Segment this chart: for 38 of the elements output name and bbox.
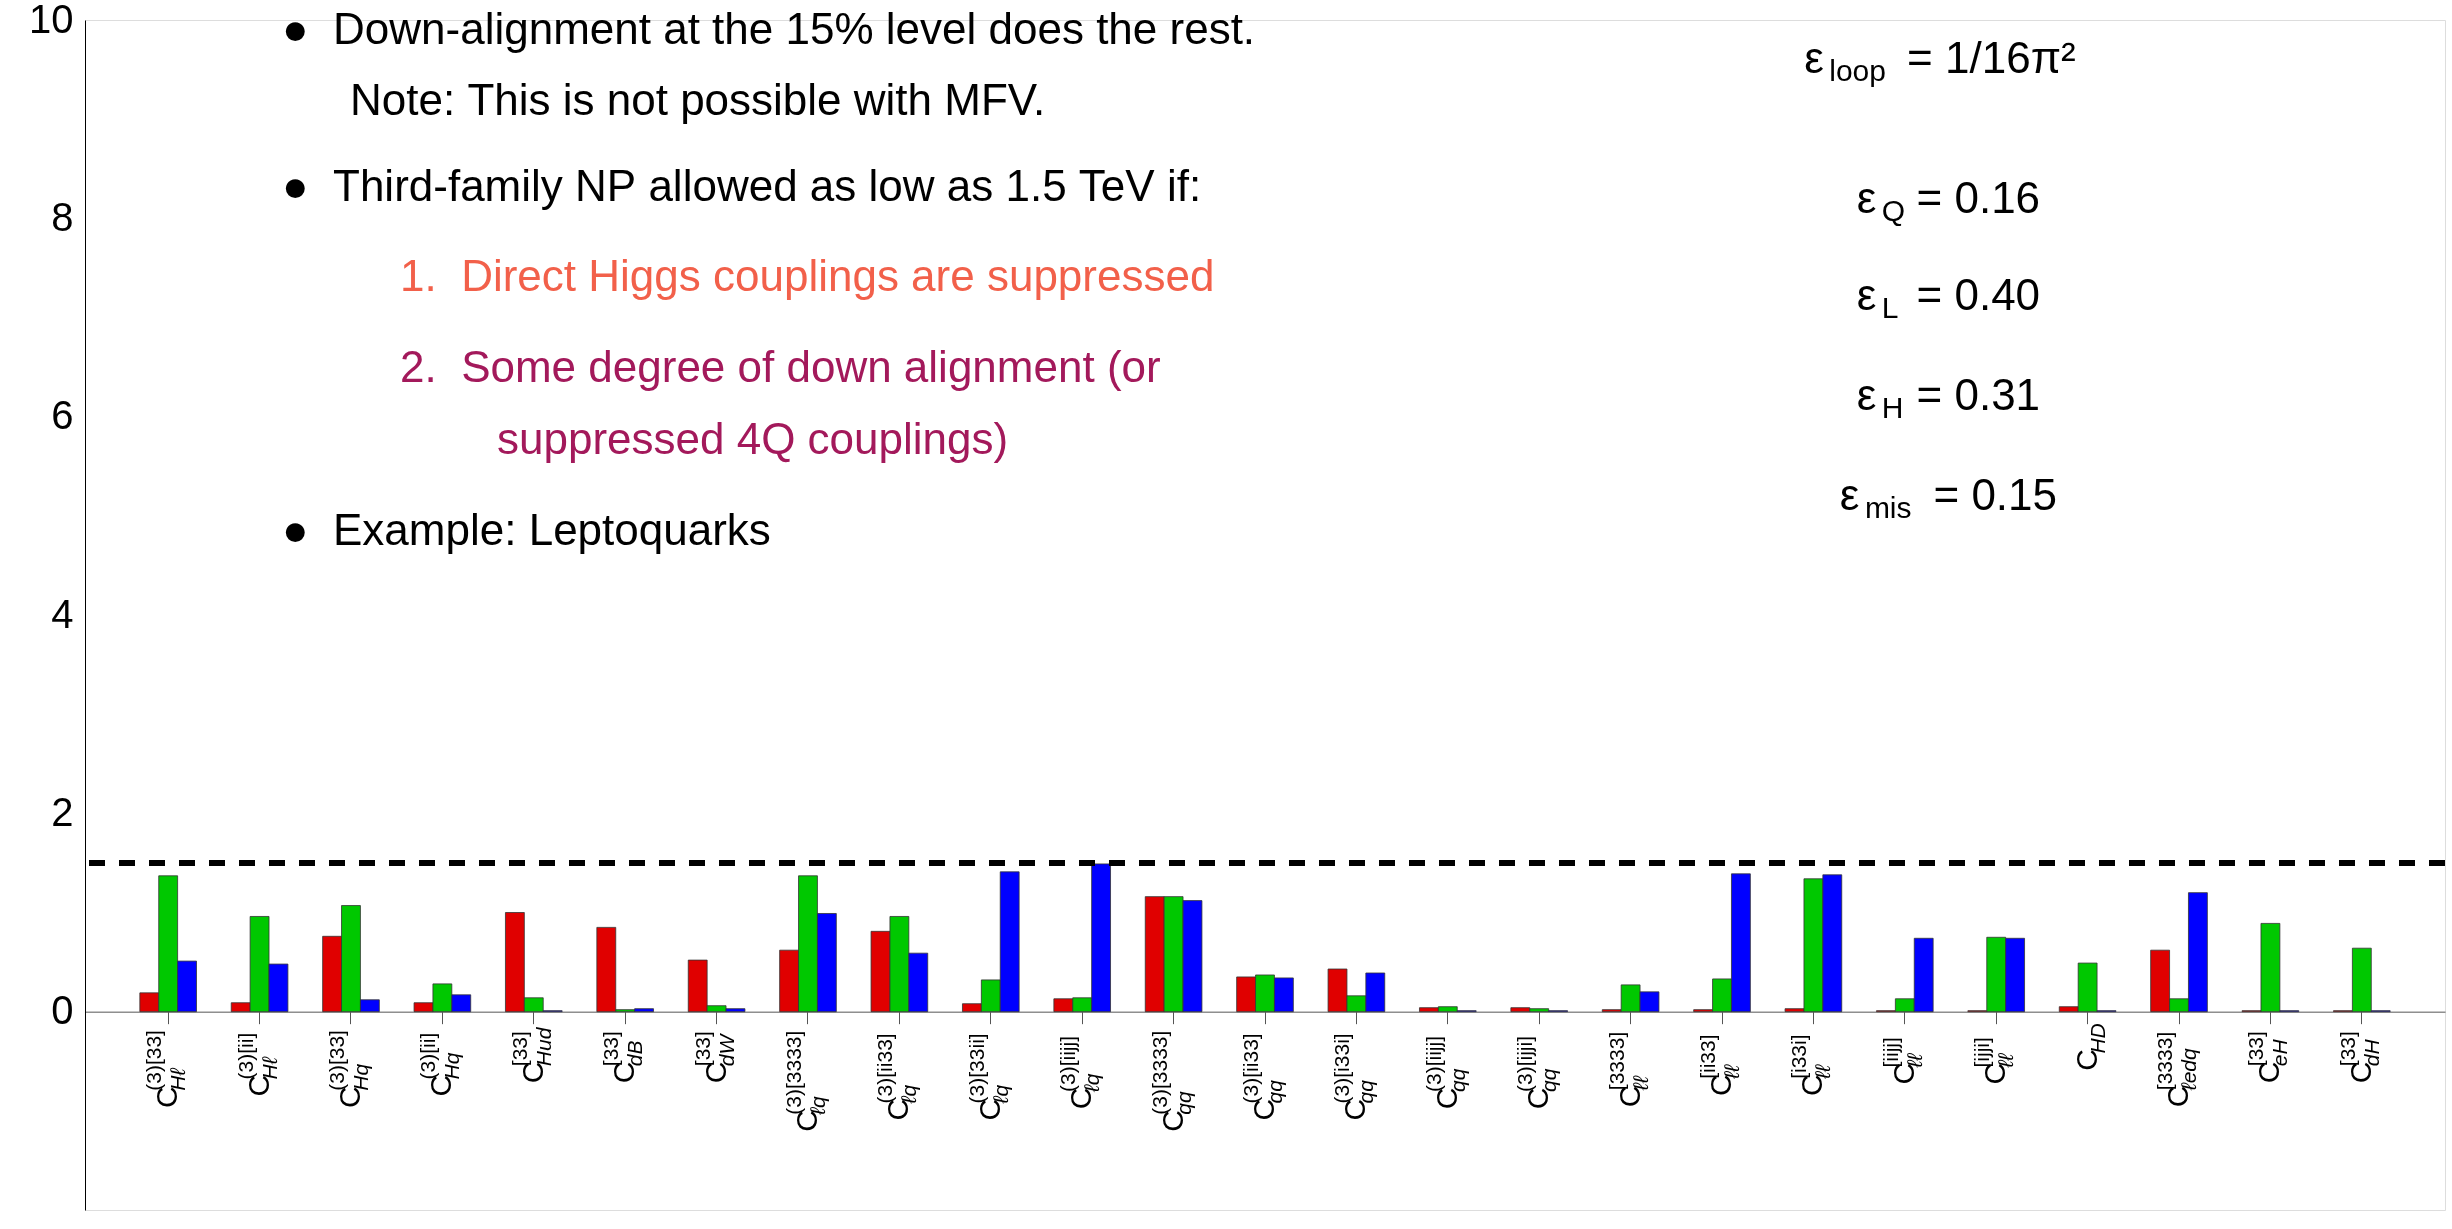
y-tick-label: 0 bbox=[51, 988, 74, 1033]
annotation: 2. Some degree of down alignment (or bbox=[400, 342, 1161, 391]
x-tick-label: CdB[33] bbox=[599, 1031, 647, 1084]
x-tick-label: Cℓedq[3333] bbox=[2153, 1031, 2201, 1108]
annotation: ● Down-alignment at the 15% level does the rest. bbox=[282, 4, 1256, 53]
x-tick-label: CeH[33] bbox=[2244, 1031, 2292, 1084]
x-tick-label: Cℓℓ[ii33] bbox=[1696, 1034, 1744, 1096]
y-tick-label: 4 bbox=[51, 591, 74, 636]
x-tick-label: Cℓq(3)[iijj] bbox=[1056, 1036, 1104, 1110]
x-tick-label: Cℓℓ[3333] bbox=[1604, 1031, 1652, 1108]
x-tick-label: CHq(3)[33] bbox=[324, 1030, 372, 1108]
x-tick-label: Cℓq(3)[33ii] bbox=[964, 1033, 1012, 1121]
y-tick-label: 8 bbox=[51, 194, 74, 239]
y-tick-label: 10 bbox=[29, 0, 74, 41]
y-tick-label: 6 bbox=[51, 393, 74, 438]
x-tick-label: CHℓ(3)[ii] bbox=[233, 1032, 281, 1097]
x-tick-label: CHℓ(3)[33] bbox=[142, 1030, 190, 1108]
y-tick-label: 2 bbox=[51, 789, 74, 834]
x-tick-label: CdW[33] bbox=[690, 1031, 738, 1084]
x-tick-label: CHud[33] bbox=[507, 1026, 555, 1084]
annotation: suppressed 4Q couplings) bbox=[497, 414, 1009, 463]
x-tick-label: CHD bbox=[2069, 1023, 2109, 1071]
x-tick-label: Cqq(3)[ii33] bbox=[1239, 1033, 1286, 1121]
x-tick-label: CHq(3)[ii] bbox=[416, 1032, 464, 1097]
x-tick-label: Cqq(3)[3333] bbox=[1147, 1030, 1195, 1132]
x-tick-label: Cℓq(3)[ii33] bbox=[873, 1033, 921, 1121]
x-tick-label: Cℓq(3)[3333] bbox=[781, 1030, 829, 1132]
x-tick-label: CdH[33] bbox=[2335, 1031, 2383, 1084]
annotation: Note: This is not possible with MFV. bbox=[350, 75, 1046, 124]
annotation: 1. Direct Higgs couplings are suppressed bbox=[400, 251, 1215, 300]
x-tick-label: Cqq(3)[ijji] bbox=[1513, 1036, 1561, 1110]
annotation: ● Example: Leptoquarks bbox=[282, 505, 771, 554]
x-tick-label: Cqq(3)[i33i] bbox=[1330, 1033, 1378, 1121]
x-tick-label: Cqq(3)[iijj] bbox=[1421, 1036, 1469, 1110]
x-tick-label: Cℓℓ[iijj] bbox=[1878, 1037, 1926, 1085]
x-tick-label: Cℓℓ[i33i] bbox=[1787, 1034, 1835, 1096]
annotation: ● Third-family NP allowed as low as 1.5 TeV if: bbox=[282, 161, 1202, 210]
x-tick-label: Cℓℓ[ijji] bbox=[1970, 1037, 2018, 1085]
